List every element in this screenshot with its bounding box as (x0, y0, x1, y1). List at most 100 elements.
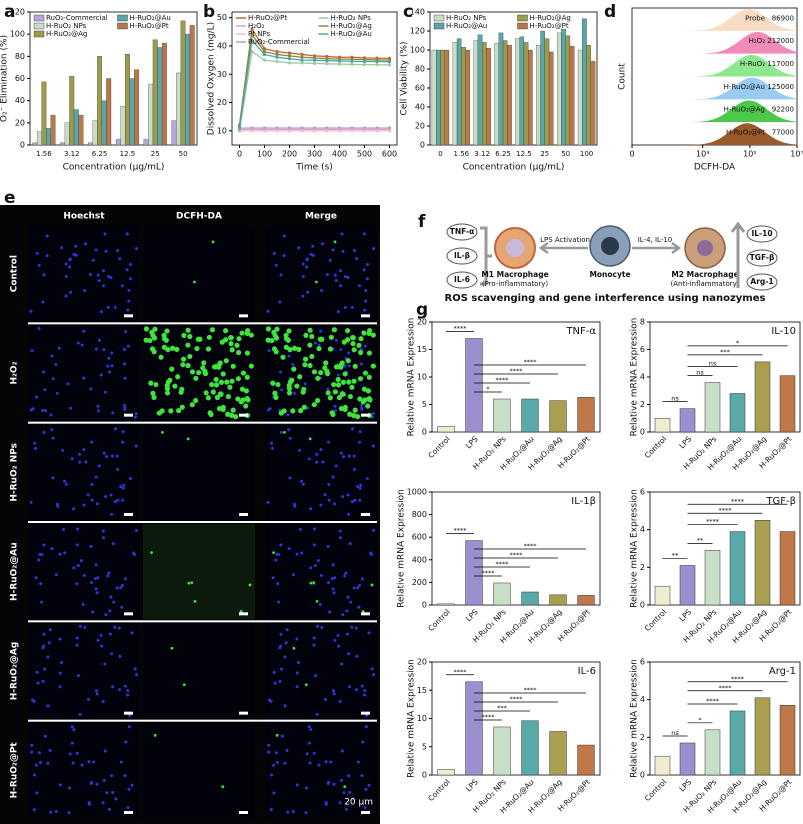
nucleus (371, 412, 375, 416)
nucleus (30, 743, 34, 747)
ros-signal (358, 336, 364, 342)
nucleus (280, 667, 284, 671)
legend-label: H-RuO₂@Au (331, 30, 372, 38)
nucleus (278, 679, 282, 683)
ros-signal (195, 336, 202, 342)
nucleus (346, 493, 350, 497)
bar (431, 49, 437, 146)
ros-signal (232, 414, 239, 420)
ros-signal (169, 366, 175, 372)
ros-signal (351, 347, 357, 353)
data-point (362, 126, 367, 130)
ros-signal (167, 377, 173, 383)
nucleus (110, 512, 114, 516)
data-point (325, 126, 329, 130)
data-point (350, 59, 354, 63)
ros-signal (283, 344, 289, 350)
ros-signal (229, 347, 235, 353)
ros-signal (361, 330, 367, 336)
ros-signal (351, 378, 357, 384)
data-point (237, 126, 242, 130)
ros-signal (168, 408, 174, 414)
nucleus (75, 643, 79, 647)
nucleus (287, 547, 291, 551)
nucleus (102, 778, 106, 782)
nucleus (58, 552, 62, 556)
data-point (262, 52, 267, 57)
y-tick-label: 80 (15, 52, 25, 61)
nucleus (124, 330, 128, 334)
nucleus (78, 460, 82, 464)
nucleus (336, 633, 340, 637)
nucleus (320, 626, 324, 630)
x-tick-label: 100 (580, 150, 593, 158)
nucleus (121, 440, 125, 444)
nucleus (104, 249, 108, 253)
ros-signal (181, 332, 187, 339)
nucleus (123, 403, 127, 407)
nucleus (282, 254, 286, 258)
nucleus (298, 448, 302, 452)
data-point (362, 59, 367, 64)
ros-signal (365, 388, 372, 394)
nucleus (118, 257, 122, 261)
nucleus (90, 780, 94, 784)
ros-signal (222, 328, 229, 334)
ros-signal (323, 360, 329, 366)
nucleus (67, 811, 71, 815)
nucleus (362, 232, 366, 236)
y-tick-label: 20 (417, 318, 427, 327)
ros-signal (180, 362, 186, 368)
legend-label: H-RuO₂ NPs (446, 14, 487, 22)
nucleus (315, 460, 319, 464)
y-tick-label: 100 (10, 30, 25, 39)
ros-signal (208, 411, 214, 418)
scale-bar (361, 711, 370, 715)
scale-bar-label: 20 μm (344, 798, 373, 808)
ros-signal (156, 410, 162, 416)
x-tick-label: 1.56 (454, 150, 470, 158)
nucleus (134, 444, 138, 448)
data-point (262, 129, 267, 133)
nucleus (272, 670, 276, 674)
x-tick-label: 10⁷ (790, 150, 803, 159)
y-tick-label: 30 (217, 70, 227, 79)
nucleus (278, 300, 282, 304)
nucleus (75, 543, 79, 547)
nucleus (272, 251, 276, 255)
bar (437, 769, 455, 776)
data-point (250, 129, 254, 133)
nucleus (95, 502, 99, 506)
nucleus (118, 654, 122, 658)
nucleus (360, 407, 364, 411)
x-tick-label: 0 (629, 150, 634, 159)
nucleus (43, 388, 47, 392)
nucleus (334, 338, 338, 342)
nucleus (347, 774, 351, 778)
significance-label: **** (706, 697, 720, 705)
nucleus (95, 782, 99, 786)
nucleus (268, 698, 272, 702)
nucleus (112, 600, 116, 604)
nucleus (366, 262, 370, 266)
x-tick-label: LPS (464, 434, 480, 450)
nucleus (119, 760, 123, 764)
x-tick-label: 10³ (696, 150, 709, 159)
nucleus (343, 364, 347, 368)
micrograph (143, 722, 255, 818)
nucleus (356, 760, 360, 764)
ros-signal (189, 369, 196, 375)
ros-signal (273, 349, 279, 355)
y-axis-label: Relative mRNA Expression (397, 489, 407, 608)
ros-signal (352, 363, 358, 369)
nucleus (64, 262, 68, 266)
plot-frame (649, 491, 801, 606)
nucleus (351, 797, 355, 801)
nucleus (121, 486, 125, 490)
nucleus (331, 475, 335, 479)
nucleus (304, 811, 308, 815)
y-tick-label: 0 (422, 428, 427, 437)
nucleus (295, 671, 299, 675)
micrograph (143, 424, 255, 520)
nucleus (123, 347, 127, 351)
